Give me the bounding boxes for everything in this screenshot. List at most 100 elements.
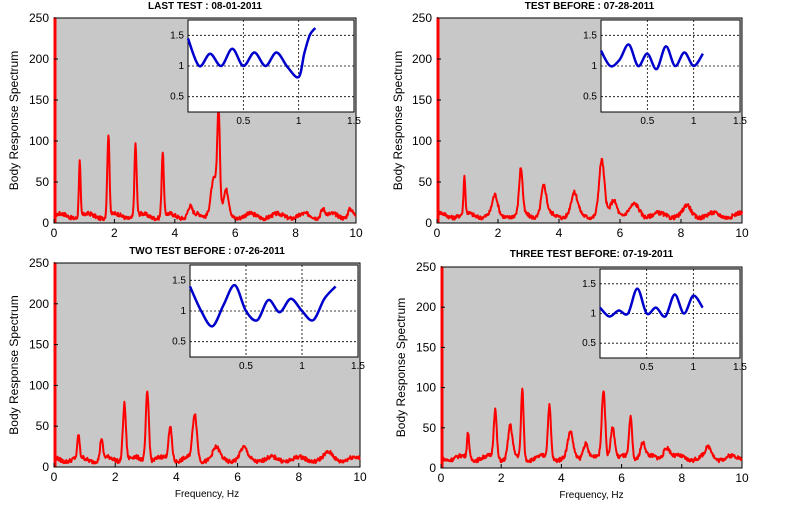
x-axis-label: Frequency, Hz bbox=[559, 490, 623, 500]
y-tick-label: 150 bbox=[416, 340, 436, 354]
x-tick-label: 10 bbox=[735, 226, 749, 240]
spectrum-line bbox=[436, 17, 743, 221]
y-tick-label: 250 bbox=[412, 11, 432, 25]
inset-x-tick-label: 1 bbox=[691, 116, 697, 127]
inset-y-tick-label: 0.5 bbox=[172, 337, 186, 348]
y-axis-label: Body Response Spectrum bbox=[391, 51, 405, 190]
spectrum-line bbox=[53, 17, 357, 222]
x-tick-label: 0 bbox=[438, 471, 445, 485]
panel-title: TEST BEFORE : 07-28-2011 bbox=[525, 1, 655, 12]
x-tick-label: 10 bbox=[349, 226, 363, 240]
x-tick-label: 6 bbox=[232, 226, 239, 240]
inset-x-tick-label: 0.5 bbox=[236, 116, 250, 127]
inset-y-tick-label: 1 bbox=[590, 309, 596, 320]
inset-y-tick-label: 1 bbox=[591, 61, 597, 72]
inset-x-tick-label: 1.5 bbox=[351, 361, 365, 372]
x-tick-label: 0 bbox=[51, 470, 58, 484]
y-tick-label: 50 bbox=[36, 419, 50, 433]
spectrum-line bbox=[440, 266, 743, 464]
inset-x-tick-label: 1.5 bbox=[347, 116, 361, 127]
x-tick-label: 4 bbox=[558, 471, 565, 485]
y-tick-label: 100 bbox=[416, 381, 436, 395]
x-tick-label: 0 bbox=[434, 226, 441, 240]
x-tick-label: 2 bbox=[498, 471, 505, 485]
y-tick-label: 0 bbox=[429, 461, 436, 475]
y-tick-label: 200 bbox=[416, 300, 436, 314]
y-tick-label: 50 bbox=[36, 175, 50, 189]
inset-y-tick-label: 0.5 bbox=[582, 338, 596, 349]
x-tick-label: 8 bbox=[295, 470, 302, 484]
inset-line bbox=[188, 283, 337, 328]
x-tick-label: 10 bbox=[353, 470, 367, 484]
panel-title: THREE TEST BEFORE: 07-19-2011 bbox=[510, 249, 674, 260]
x-tick-label: 2 bbox=[495, 226, 502, 240]
inset-x-tick-label: 0.5 bbox=[640, 116, 654, 127]
y-axis-label: Body Response Spectrum bbox=[7, 295, 21, 434]
inset-y-tick-label: 0.5 bbox=[583, 92, 597, 103]
inset-x-tick-label: 1 bbox=[691, 362, 697, 373]
x-tick-label: 8 bbox=[678, 471, 685, 485]
y-tick-label: 250 bbox=[29, 11, 49, 25]
y-tick-label: 150 bbox=[412, 93, 432, 107]
y-tick-label: 250 bbox=[29, 256, 49, 270]
y-tick-label: 50 bbox=[423, 421, 437, 435]
inset-y-tick-label: 1.5 bbox=[172, 275, 186, 286]
x-tick-label: 10 bbox=[735, 471, 749, 485]
y-axis-label: Body Response Spectrum bbox=[394, 298, 408, 437]
x-tick-label: 8 bbox=[678, 226, 685, 240]
inset-line bbox=[599, 43, 704, 71]
x-tick-label: 2 bbox=[112, 470, 119, 484]
inset-y-tick-label: 1.5 bbox=[582, 279, 596, 290]
y-tick-label: 150 bbox=[29, 338, 49, 352]
x-tick-label: 6 bbox=[617, 226, 624, 240]
y-tick-label: 150 bbox=[29, 93, 49, 107]
x-tick-label: 4 bbox=[556, 226, 563, 240]
y-tick-label: 200 bbox=[412, 52, 432, 66]
y-tick-label: 250 bbox=[416, 260, 436, 274]
y-axis-label: Body Response Spectrum bbox=[7, 51, 21, 190]
inset-chart: 0.5 1 1.5 0.5 1 1.5 bbox=[582, 268, 747, 373]
inset-y-tick-label: 1.5 bbox=[583, 30, 597, 41]
inset-line bbox=[186, 27, 317, 79]
inset-x-tick-label: 1.5 bbox=[733, 362, 747, 373]
inset-x-tick-label: 1.5 bbox=[733, 116, 747, 127]
y-tick-label: 200 bbox=[29, 52, 49, 66]
x-tick-label: 0 bbox=[51, 226, 58, 240]
y-tick-label: 0 bbox=[42, 460, 49, 474]
inset-chart: 0.5 1 1.5 0.5 1 1.5 bbox=[583, 19, 747, 127]
inset-y-tick-label: 1 bbox=[178, 61, 184, 72]
inset-line bbox=[599, 287, 704, 318]
inset-y-tick-label: 0.5 bbox=[170, 92, 184, 103]
x-tick-label: 8 bbox=[292, 226, 299, 240]
y-tick-label: 0 bbox=[42, 216, 49, 230]
x-tick-label: 6 bbox=[234, 470, 241, 484]
y-tick-label: 100 bbox=[412, 134, 432, 148]
panel-title: LAST TEST : 08-01-2011 bbox=[148, 1, 262, 12]
panel-title: TWO TEST BEFORE : 07-26-2011 bbox=[129, 246, 285, 257]
y-tick-label: 100 bbox=[29, 134, 49, 148]
inset-x-tick-label: 1 bbox=[296, 116, 302, 127]
inset-y-tick-label: 1.5 bbox=[170, 30, 184, 41]
inset-x-tick-label: 1 bbox=[299, 361, 305, 372]
y-tick-label: 0 bbox=[425, 216, 432, 230]
inset-x-tick-label: 0.5 bbox=[239, 361, 253, 372]
y-tick-label: 100 bbox=[29, 378, 49, 392]
x-tick-label: 6 bbox=[618, 471, 625, 485]
x-tick-label: 4 bbox=[171, 226, 178, 240]
y-tick-label: 50 bbox=[419, 175, 433, 189]
x-tick-label: 2 bbox=[111, 226, 118, 240]
inset-x-tick-label: 0.5 bbox=[640, 362, 654, 373]
x-axis-label: Frequency, Hz bbox=[175, 489, 239, 500]
y-tick-label: 200 bbox=[29, 297, 49, 311]
x-tick-label: 4 bbox=[173, 470, 180, 484]
inset-chart: 0.5 1 1.5 0.5 1 1.5 bbox=[172, 264, 365, 372]
inset-chart: 0.5 1 1.5 0.5 1 1.5 bbox=[170, 19, 361, 127]
spectrum-line bbox=[53, 262, 361, 465]
inset-y-tick-label: 1 bbox=[180, 306, 186, 317]
